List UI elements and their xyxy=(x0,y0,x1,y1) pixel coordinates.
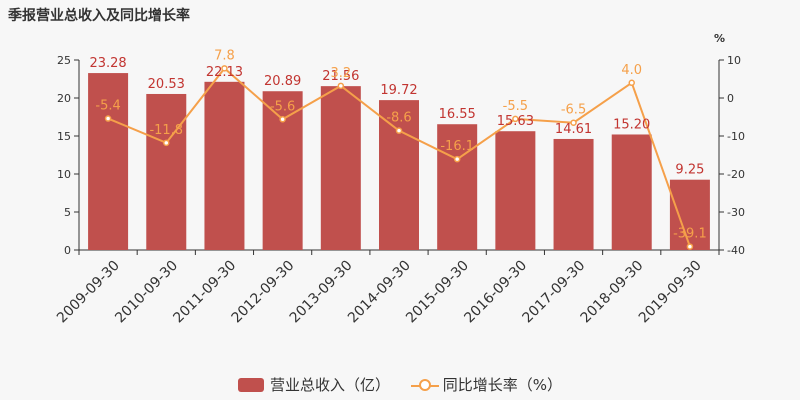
growth-value-label: -5.6 xyxy=(270,99,295,114)
bar-value-label: 15.20 xyxy=(613,117,650,132)
growth-point xyxy=(570,119,577,126)
growth-point xyxy=(163,139,170,147)
bar xyxy=(553,138,594,250)
left-axis-tick-label: 0 xyxy=(64,244,71,257)
growth-point xyxy=(628,79,635,87)
bar-value-label: 15.63 xyxy=(497,114,534,129)
bar xyxy=(669,179,710,250)
right-axis-tick-label: 10 xyxy=(727,54,741,67)
left-axis-tick-label: 10 xyxy=(57,168,71,181)
growth-value-label: -8.6 xyxy=(386,111,411,126)
bar-value-label: 23.28 xyxy=(89,56,126,71)
legend-item-revenue[interactable]: 营业总收入（亿） xyxy=(237,374,390,395)
growth-value-label: -39.1 xyxy=(673,227,707,242)
left-axis-tick-label: 15 xyxy=(57,130,71,143)
bar-value-label: 9.25 xyxy=(675,163,704,178)
growth-point xyxy=(512,115,519,123)
right-axis-tick-label: -10 xyxy=(727,130,745,143)
bar xyxy=(204,81,245,250)
growth-point xyxy=(686,243,694,250)
right-axis-tick-label: -40 xyxy=(727,244,745,257)
bar-value-label: 14.61 xyxy=(555,122,592,137)
left-axis-tick-label: 5 xyxy=(64,206,71,219)
bar xyxy=(320,86,361,250)
legend-label-growth: 同比增长率（%） xyxy=(442,376,563,394)
bar-value-label: 20.89 xyxy=(264,74,301,89)
growth-value-label: 3.2 xyxy=(330,66,351,81)
bar xyxy=(437,124,478,250)
bar-value-label: 16.55 xyxy=(439,107,476,122)
growth-point xyxy=(395,127,403,134)
chart-legend: 营业总收入（亿） 同比增长率（%） xyxy=(0,374,800,396)
legend-label-revenue: 营业总收入（亿） xyxy=(269,376,390,394)
left-axis-tick-label: 20 xyxy=(57,92,71,105)
line-swatch-icon xyxy=(410,378,439,392)
x-axis-tick-label: 2019-09-30 xyxy=(636,258,705,327)
legend-item-growth[interactable]: 同比增长率（%） xyxy=(410,374,563,395)
growth-point xyxy=(453,155,461,163)
bar xyxy=(88,73,129,251)
bar xyxy=(146,93,187,250)
left-axis-tick-label: 25 xyxy=(57,54,71,67)
right-axis-unit: % xyxy=(714,32,725,45)
right-axis-tick-label: -30 xyxy=(727,206,745,219)
right-axis-tick-label: -20 xyxy=(727,168,745,181)
growth-value-label: 7.8 xyxy=(214,48,235,63)
bar-value-label: 20.53 xyxy=(148,77,185,92)
growth-value-label: -6.5 xyxy=(561,103,586,118)
growth-point xyxy=(221,65,228,72)
growth-value-label: -5.5 xyxy=(503,99,528,114)
growth-point xyxy=(337,82,345,90)
growth-value-label: -16.1 xyxy=(440,139,474,154)
growth-point xyxy=(279,116,286,123)
chart-title: 季报营业总收入及同比增长率 xyxy=(8,8,190,24)
right-axis-tick-label: 0 xyxy=(727,92,734,105)
bar-swatch-icon xyxy=(237,377,264,392)
growth-value-label: 4.0 xyxy=(621,63,642,78)
growth-point xyxy=(104,115,112,122)
bar-value-label: 21.56 xyxy=(322,69,359,84)
bar xyxy=(262,91,303,251)
growth-value-label: -11.8 xyxy=(149,123,183,138)
bar xyxy=(379,100,419,251)
bar-value-label: 22.13 xyxy=(206,65,243,80)
bar-value-label: 19.72 xyxy=(380,83,417,98)
growth-value-label: -5.4 xyxy=(95,99,120,114)
bar xyxy=(495,131,536,250)
bar xyxy=(611,134,652,250)
